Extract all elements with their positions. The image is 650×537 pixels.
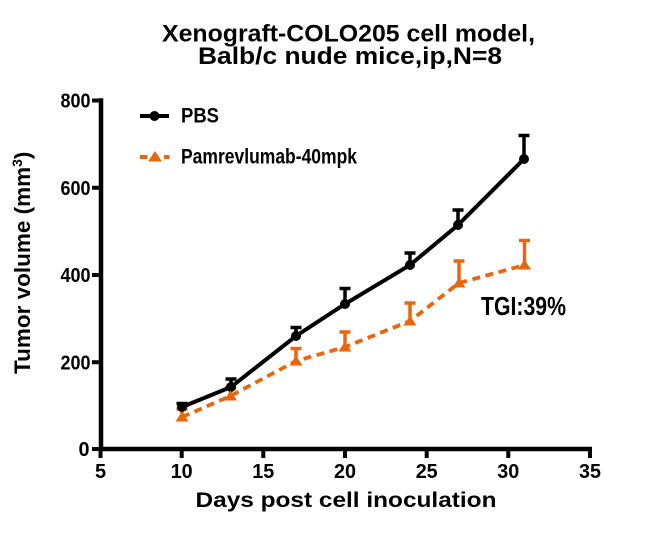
svg-text:Tumor volume (mm3): Tumor volume (mm3) <box>9 152 35 374</box>
svg-text:600: 600 <box>61 178 91 200</box>
svg-text:Balb/c nude mice,ip,N=8: Balb/c nude mice,ip,N=8 <box>198 43 502 70</box>
svg-text:200: 200 <box>61 352 91 374</box>
svg-text:Xenograft-COLO205 cell model,: Xenograft-COLO205 cell model, <box>162 21 535 48</box>
svg-text:20: 20 <box>334 461 356 483</box>
svg-text:PBS: PBS <box>181 104 219 128</box>
svg-text:10: 10 <box>171 461 193 483</box>
svg-text:Pamrevlumab-40mpk: Pamrevlumab-40mpk <box>181 146 357 169</box>
svg-text:Days post cell inoculation: Days post cell inoculation <box>196 488 497 512</box>
svg-text:0: 0 <box>79 439 90 461</box>
svg-text:400: 400 <box>61 265 91 287</box>
svg-text:35: 35 <box>579 461 601 483</box>
svg-text:25: 25 <box>416 461 438 483</box>
svg-text:TGI:39%: TGI:39% <box>481 291 566 321</box>
svg-text:800: 800 <box>61 91 91 113</box>
svg-text:30: 30 <box>497 461 519 483</box>
svg-text:15: 15 <box>252 461 274 483</box>
svg-text:5: 5 <box>95 461 106 483</box>
